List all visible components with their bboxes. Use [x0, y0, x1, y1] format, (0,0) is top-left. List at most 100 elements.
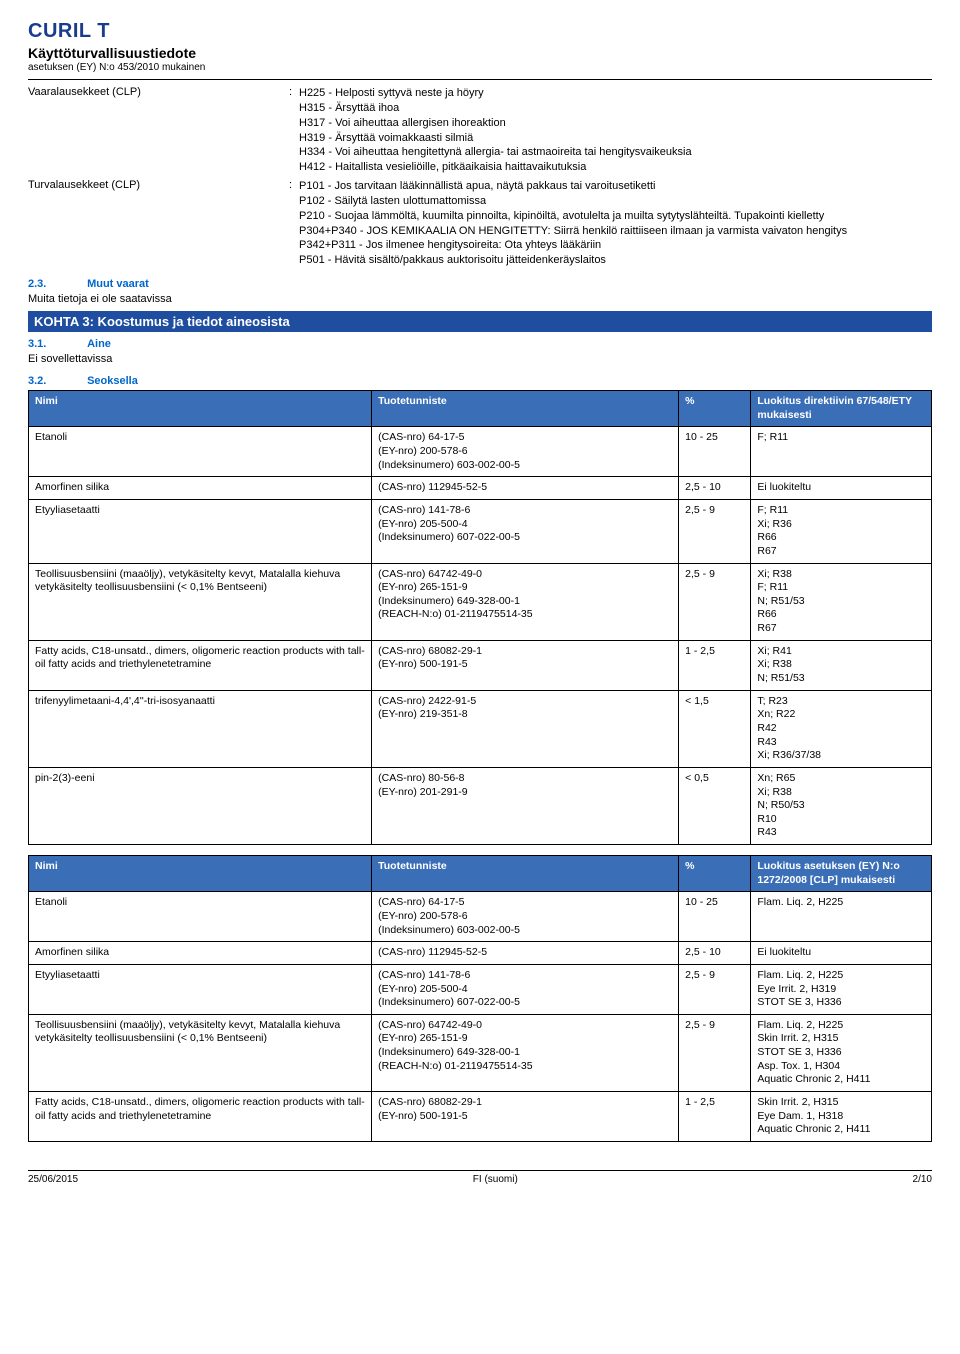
table-cell: 2,5 - 9: [679, 1014, 751, 1091]
section-3-2: 3.2. Seoksella: [28, 375, 932, 387]
table-cell: Etyyliasetaatti: [29, 964, 372, 1014]
table-row: Etyyliasetaatti(CAS-nro) 141-78-6 (EY-nr…: [29, 964, 932, 1014]
table-cell: Xi; R38 F; R11 N; R51/53 R66 R67: [751, 563, 932, 640]
doc-subtitle1: Käyttöturvallisuustiedote: [28, 45, 932, 61]
table-row: Etanoli(CAS-nro) 64-17-5 (EY-nro) 200-57…: [29, 892, 932, 942]
table-row: Amorfinen silika(CAS-nro) 112945-52-52,5…: [29, 477, 932, 500]
table-cell: (CAS-nro) 68082-29-1 (EY-nro) 500-191-5: [372, 1092, 679, 1142]
doc-title: CURIL T: [28, 20, 932, 43]
table-row: Teollisuusbensiini (maaöljy), vetykäsite…: [29, 563, 932, 640]
composition-table-2: Nimi Tuotetunniste % Luokitus asetuksen …: [28, 855, 932, 1142]
th-class: Luokitus asetuksen (EY) N:o 1272/2008 [C…: [751, 856, 932, 892]
kohta-3-heading: KOHTA 3: Koostumus ja tiedot aineosista: [28, 311, 932, 332]
table-row: pin-2(3)-eeni(CAS-nro) 80-56-8 (EY-nro) …: [29, 767, 932, 844]
table-cell: F; R11: [751, 427, 932, 477]
table-cell: (CAS-nro) 64-17-5 (EY-nro) 200-578-6 (In…: [372, 427, 679, 477]
table-cell: pin-2(3)-eeni: [29, 767, 372, 844]
hazard-text: H225 - Helposti syttyvä neste ja höyry H…: [299, 86, 932, 175]
footer-date: 25/06/2015: [28, 1174, 78, 1185]
table-row: Fatty acids, C18-unsatd., dimers, oligom…: [29, 1092, 932, 1142]
section-num: 2.3.: [28, 278, 84, 290]
table-cell: (CAS-nro) 2422-91-5 (EY-nro) 219-351-8: [372, 690, 679, 767]
table-cell: Etyyliasetaatti: [29, 499, 372, 563]
hazard-row: Vaaralausekkeet (CLP) : H225 - Helposti …: [28, 86, 932, 175]
colon: :: [289, 179, 299, 268]
table-cell: 2,5 - 10: [679, 477, 751, 500]
table-cell: Flam. Liq. 2, H225 Skin Irrit. 2, H315 S…: [751, 1014, 932, 1091]
table-row: Amorfinen silika(CAS-nro) 112945-52-52,5…: [29, 942, 932, 965]
table-cell: (CAS-nro) 64742-49-0 (EY-nro) 265-151-9 …: [372, 1014, 679, 1091]
table-cell: (CAS-nro) 112945-52-5: [372, 942, 679, 965]
table-row: Fatty acids, C18-unsatd., dimers, oligom…: [29, 640, 932, 690]
table-cell: Amorfinen silika: [29, 942, 372, 965]
table-header-row: Nimi Tuotetunniste % Luokitus direktiivi…: [29, 391, 932, 427]
table-cell: Teollisuusbensiini (maaöljy), vetykäsite…: [29, 563, 372, 640]
table-cell: Xn; R65 Xi; R38 N; R50/53 R10 R43: [751, 767, 932, 844]
section-2-3-body: Muita tietoja ei ole saatavissa: [28, 293, 932, 305]
table-cell: Amorfinen silika: [29, 477, 372, 500]
table-cell: (CAS-nro) 64742-49-0 (EY-nro) 265-151-9 …: [372, 563, 679, 640]
th-id: Tuotetunniste: [372, 856, 679, 892]
precaution-label: Turvalausekkeet (CLP): [28, 179, 283, 268]
th-class: Luokitus direktiivin 67/548/ETY mukaises…: [751, 391, 932, 427]
table-row: Teollisuusbensiini (maaöljy), vetykäsite…: [29, 1014, 932, 1091]
table-cell: 10 - 25: [679, 892, 751, 942]
table-cell: 2,5 - 9: [679, 964, 751, 1014]
section-3-1: 3.1. Aine: [28, 338, 932, 350]
th-pct: %: [679, 856, 751, 892]
th-pct: %: [679, 391, 751, 427]
table-cell: T; R23 Xn; R22 R42 R43 Xi; R36/37/38: [751, 690, 932, 767]
table-header-row: Nimi Tuotetunniste % Luokitus asetuksen …: [29, 856, 932, 892]
page-footer: 25/06/2015 FI (suomi) 2/10: [28, 1170, 932, 1185]
section-label: Aine: [87, 338, 111, 350]
table-cell: 1 - 2,5: [679, 1092, 751, 1142]
precaution-row: Turvalausekkeet (CLP) : P101 - Jos tarvi…: [28, 179, 932, 268]
table-row: Etanoli(CAS-nro) 64-17-5 (EY-nro) 200-57…: [29, 427, 932, 477]
section-label: Seoksella: [87, 375, 138, 387]
table-cell: 10 - 25: [679, 427, 751, 477]
th-name: Nimi: [29, 391, 372, 427]
table-cell: Skin Irrit. 2, H315 Eye Dam. 1, H318 Aqu…: [751, 1092, 932, 1142]
page-header: CURIL T Käyttöturvallisuustiedote asetuk…: [28, 20, 932, 80]
colon: :: [289, 86, 299, 175]
table-cell: Ei luokiteltu: [751, 477, 932, 500]
table-cell: F; R11 Xi; R36 R66 R67: [751, 499, 932, 563]
precaution-text: P101 - Jos tarvitaan lääkinnällistä apua…: [299, 179, 932, 268]
table-cell: 2,5 - 9: [679, 563, 751, 640]
table-cell: Flam. Liq. 2, H225 Eye Irrit. 2, H319 ST…: [751, 964, 932, 1014]
footer-page: 2/10: [913, 1174, 932, 1185]
table-cell: < 0,5: [679, 767, 751, 844]
table-row: trifenyylimetaani-4,4',4''-tri-isosyanaa…: [29, 690, 932, 767]
table-cell: Fatty acids, C18-unsatd., dimers, oligom…: [29, 640, 372, 690]
table-cell: (CAS-nro) 112945-52-5: [372, 477, 679, 500]
th-id: Tuotetunniste: [372, 391, 679, 427]
table-cell: (CAS-nro) 80-56-8 (EY-nro) 201-291-9: [372, 767, 679, 844]
table-cell: (CAS-nro) 64-17-5 (EY-nro) 200-578-6 (In…: [372, 892, 679, 942]
section-num: 3.1.: [28, 338, 84, 350]
table-cell: Teollisuusbensiini (maaöljy), vetykäsite…: [29, 1014, 372, 1091]
footer-lang: FI (suomi): [473, 1174, 518, 1185]
table-cell: Etanoli: [29, 892, 372, 942]
th-name: Nimi: [29, 856, 372, 892]
table-row: Etyyliasetaatti(CAS-nro) 141-78-6 (EY-nr…: [29, 499, 932, 563]
header-rule: [28, 79, 932, 80]
table-cell: Xi; R41 Xi; R38 N; R51/53: [751, 640, 932, 690]
section-num: 3.2.: [28, 375, 84, 387]
section-label: Muut vaarat: [87, 278, 149, 290]
table-cell: trifenyylimetaani-4,4',4''-tri-isosyanaa…: [29, 690, 372, 767]
table-cell: (CAS-nro) 68082-29-1 (EY-nro) 500-191-5: [372, 640, 679, 690]
table-cell: (CAS-nro) 141-78-6 (EY-nro) 205-500-4 (I…: [372, 499, 679, 563]
table-cell: Fatty acids, C18-unsatd., dimers, oligom…: [29, 1092, 372, 1142]
section-3-1-body: Ei sovellettavissa: [28, 353, 932, 365]
table-cell: (CAS-nro) 141-78-6 (EY-nro) 205-500-4 (I…: [372, 964, 679, 1014]
table-cell: Etanoli: [29, 427, 372, 477]
doc-subtitle2: asetuksen (EY) N:o 453/2010 mukainen: [28, 62, 932, 73]
section-2-3: 2.3. Muut vaarat: [28, 278, 932, 290]
table-cell: Ei luokiteltu: [751, 942, 932, 965]
hazard-label: Vaaralausekkeet (CLP): [28, 86, 283, 175]
table-cell: 2,5 - 10: [679, 942, 751, 965]
composition-table-1: Nimi Tuotetunniste % Luokitus direktiivi…: [28, 390, 932, 845]
table-cell: Flam. Liq. 2, H225: [751, 892, 932, 942]
table-cell: 2,5 - 9: [679, 499, 751, 563]
table-cell: 1 - 2,5: [679, 640, 751, 690]
